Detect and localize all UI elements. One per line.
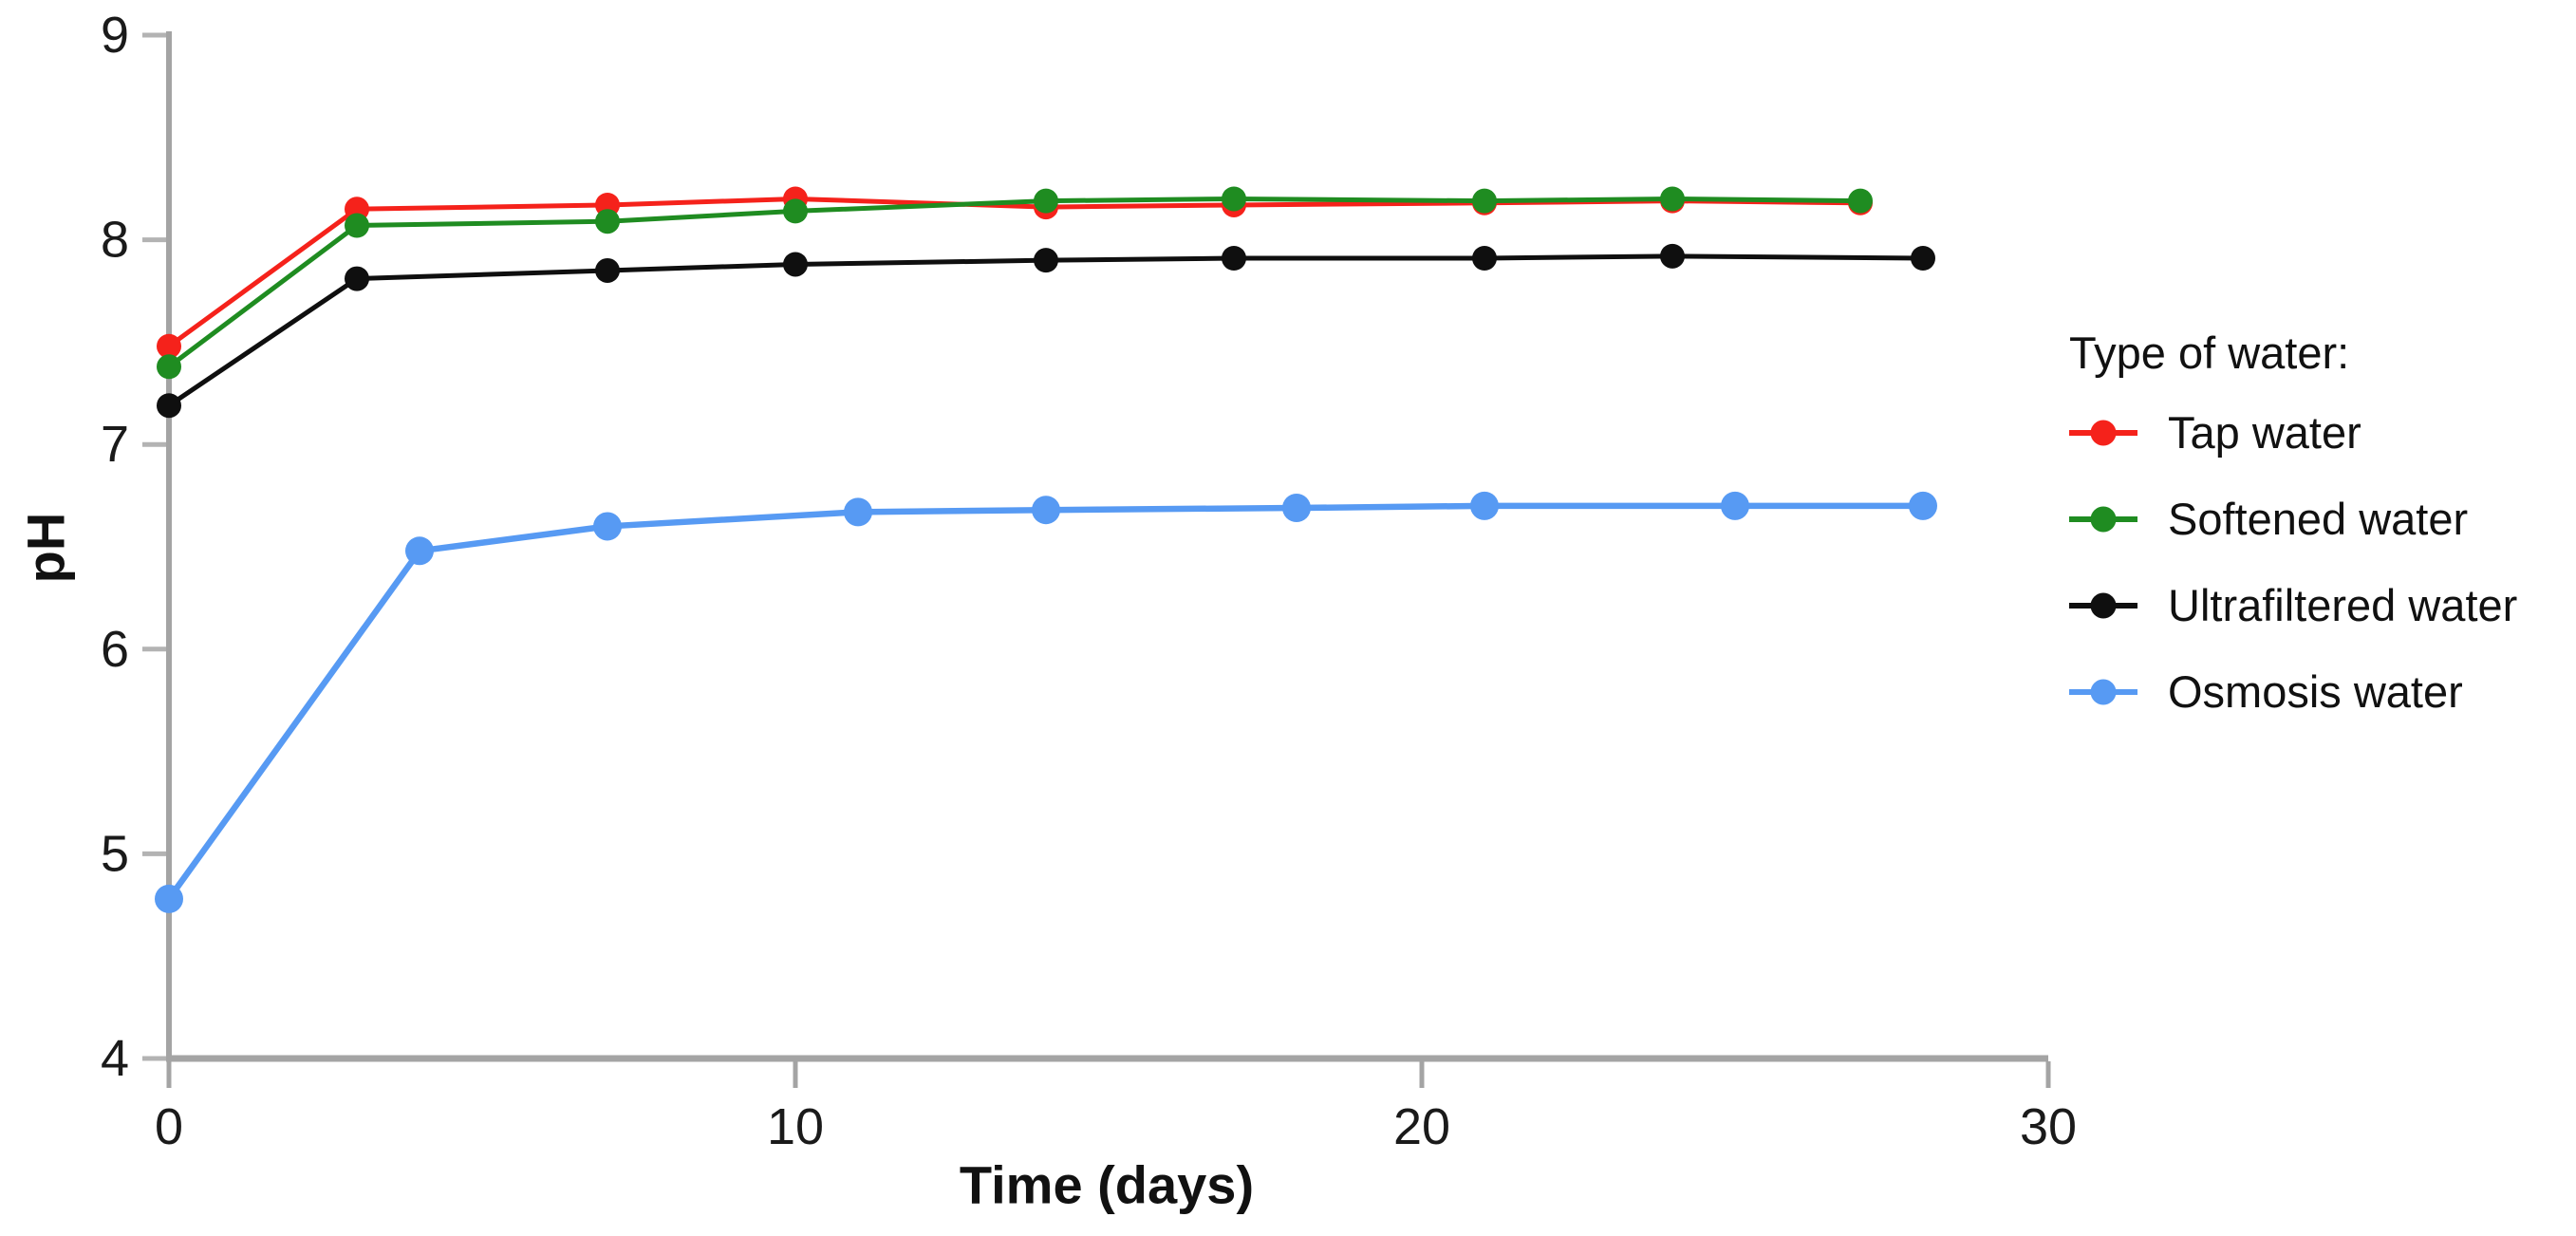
data-point-osmosis-water bbox=[405, 536, 434, 566]
data-point-softened-water bbox=[345, 213, 369, 238]
data-point-softened-water bbox=[1848, 188, 1873, 214]
data-point-ultrafiltered-water bbox=[1660, 243, 1685, 269]
data-point-softened-water bbox=[1222, 186, 1246, 212]
data-point-softened-water bbox=[595, 209, 620, 234]
y-tick-label: 8 bbox=[101, 212, 129, 269]
legend-item-label: Tap water bbox=[2168, 407, 2361, 458]
series-line-softened-water bbox=[166, 196, 1863, 369]
legend-marker-dot bbox=[2090, 506, 2117, 532]
data-point-softened-water bbox=[1472, 188, 1497, 214]
legend-item-label: Ultrafiltered water bbox=[2168, 580, 2518, 630]
y-tick-label: 9 bbox=[101, 7, 129, 64]
legend-marker-dot bbox=[2090, 420, 2117, 445]
data-point-osmosis-water bbox=[593, 512, 622, 541]
legend-item-tap-water: Tap water bbox=[2069, 389, 2517, 476]
x-axis-title: Time (days) bbox=[959, 1154, 1255, 1215]
data-point-ultrafiltered-water bbox=[595, 257, 620, 283]
x-tick-label: 0 bbox=[155, 1098, 183, 1155]
data-point-osmosis-water bbox=[155, 884, 183, 913]
series-line-tap-water bbox=[166, 196, 1863, 349]
legend-marker-icon bbox=[2069, 591, 2137, 620]
data-point-ultrafiltered-water bbox=[1034, 248, 1058, 273]
data-point-softened-water bbox=[783, 198, 808, 224]
data-point-osmosis-water bbox=[1721, 491, 1749, 520]
legend-item-label: Osmosis water bbox=[2168, 666, 2463, 717]
data-point-ultrafiltered-water bbox=[1472, 246, 1497, 272]
legend-marker-icon bbox=[2069, 419, 2137, 447]
data-point-ultrafiltered-water bbox=[157, 393, 181, 419]
legend-title: Type of water: bbox=[2069, 328, 2350, 378]
data-point-tap-water bbox=[157, 333, 181, 359]
series-line-osmosis-water bbox=[165, 502, 1927, 903]
data-point-osmosis-water bbox=[844, 497, 872, 527]
legend-item-ultrafiltered-water: Ultrafiltered water bbox=[2069, 562, 2517, 648]
y-tick-label: 5 bbox=[101, 825, 129, 882]
legend-item-softened-water: Softened water bbox=[2069, 476, 2517, 562]
data-point-ultrafiltered-water bbox=[783, 252, 808, 277]
x-tick-label: 10 bbox=[767, 1098, 824, 1155]
data-point-osmosis-water bbox=[1032, 496, 1060, 525]
data-point-ultrafiltered-water bbox=[1222, 246, 1246, 272]
data-point-ultrafiltered-water bbox=[1911, 246, 1935, 272]
data-point-osmosis-water bbox=[1909, 491, 1937, 520]
legend-item-label: Softened water bbox=[2168, 494, 2469, 544]
data-point-osmosis-water bbox=[1470, 491, 1499, 520]
data-point-osmosis-water bbox=[1282, 494, 1311, 523]
x-tick-label: 30 bbox=[2020, 1098, 2077, 1155]
data-point-softened-water bbox=[1034, 188, 1058, 214]
y-axis-title: pH bbox=[15, 512, 76, 584]
legend-marker-dot bbox=[2090, 592, 2117, 618]
series-line-ultrafiltered-water bbox=[166, 253, 1926, 408]
data-point-ultrafiltered-water bbox=[345, 266, 369, 291]
legend-marker-dot bbox=[2090, 679, 2117, 704]
data-point-softened-water bbox=[1660, 186, 1685, 212]
legend-item-osmosis-water: Osmosis water bbox=[2069, 648, 2517, 735]
legend-marker-icon bbox=[2069, 505, 2137, 534]
y-tick-label: 6 bbox=[101, 621, 129, 678]
data-point-softened-water bbox=[157, 354, 181, 380]
legend-marker-icon bbox=[2069, 678, 2137, 706]
x-tick-label: 20 bbox=[1393, 1098, 1450, 1155]
y-tick-label: 7 bbox=[101, 416, 129, 473]
y-tick-label: 4 bbox=[101, 1030, 129, 1087]
legend: Type of water: Tap water Softened water Ul… bbox=[2069, 325, 2517, 735]
